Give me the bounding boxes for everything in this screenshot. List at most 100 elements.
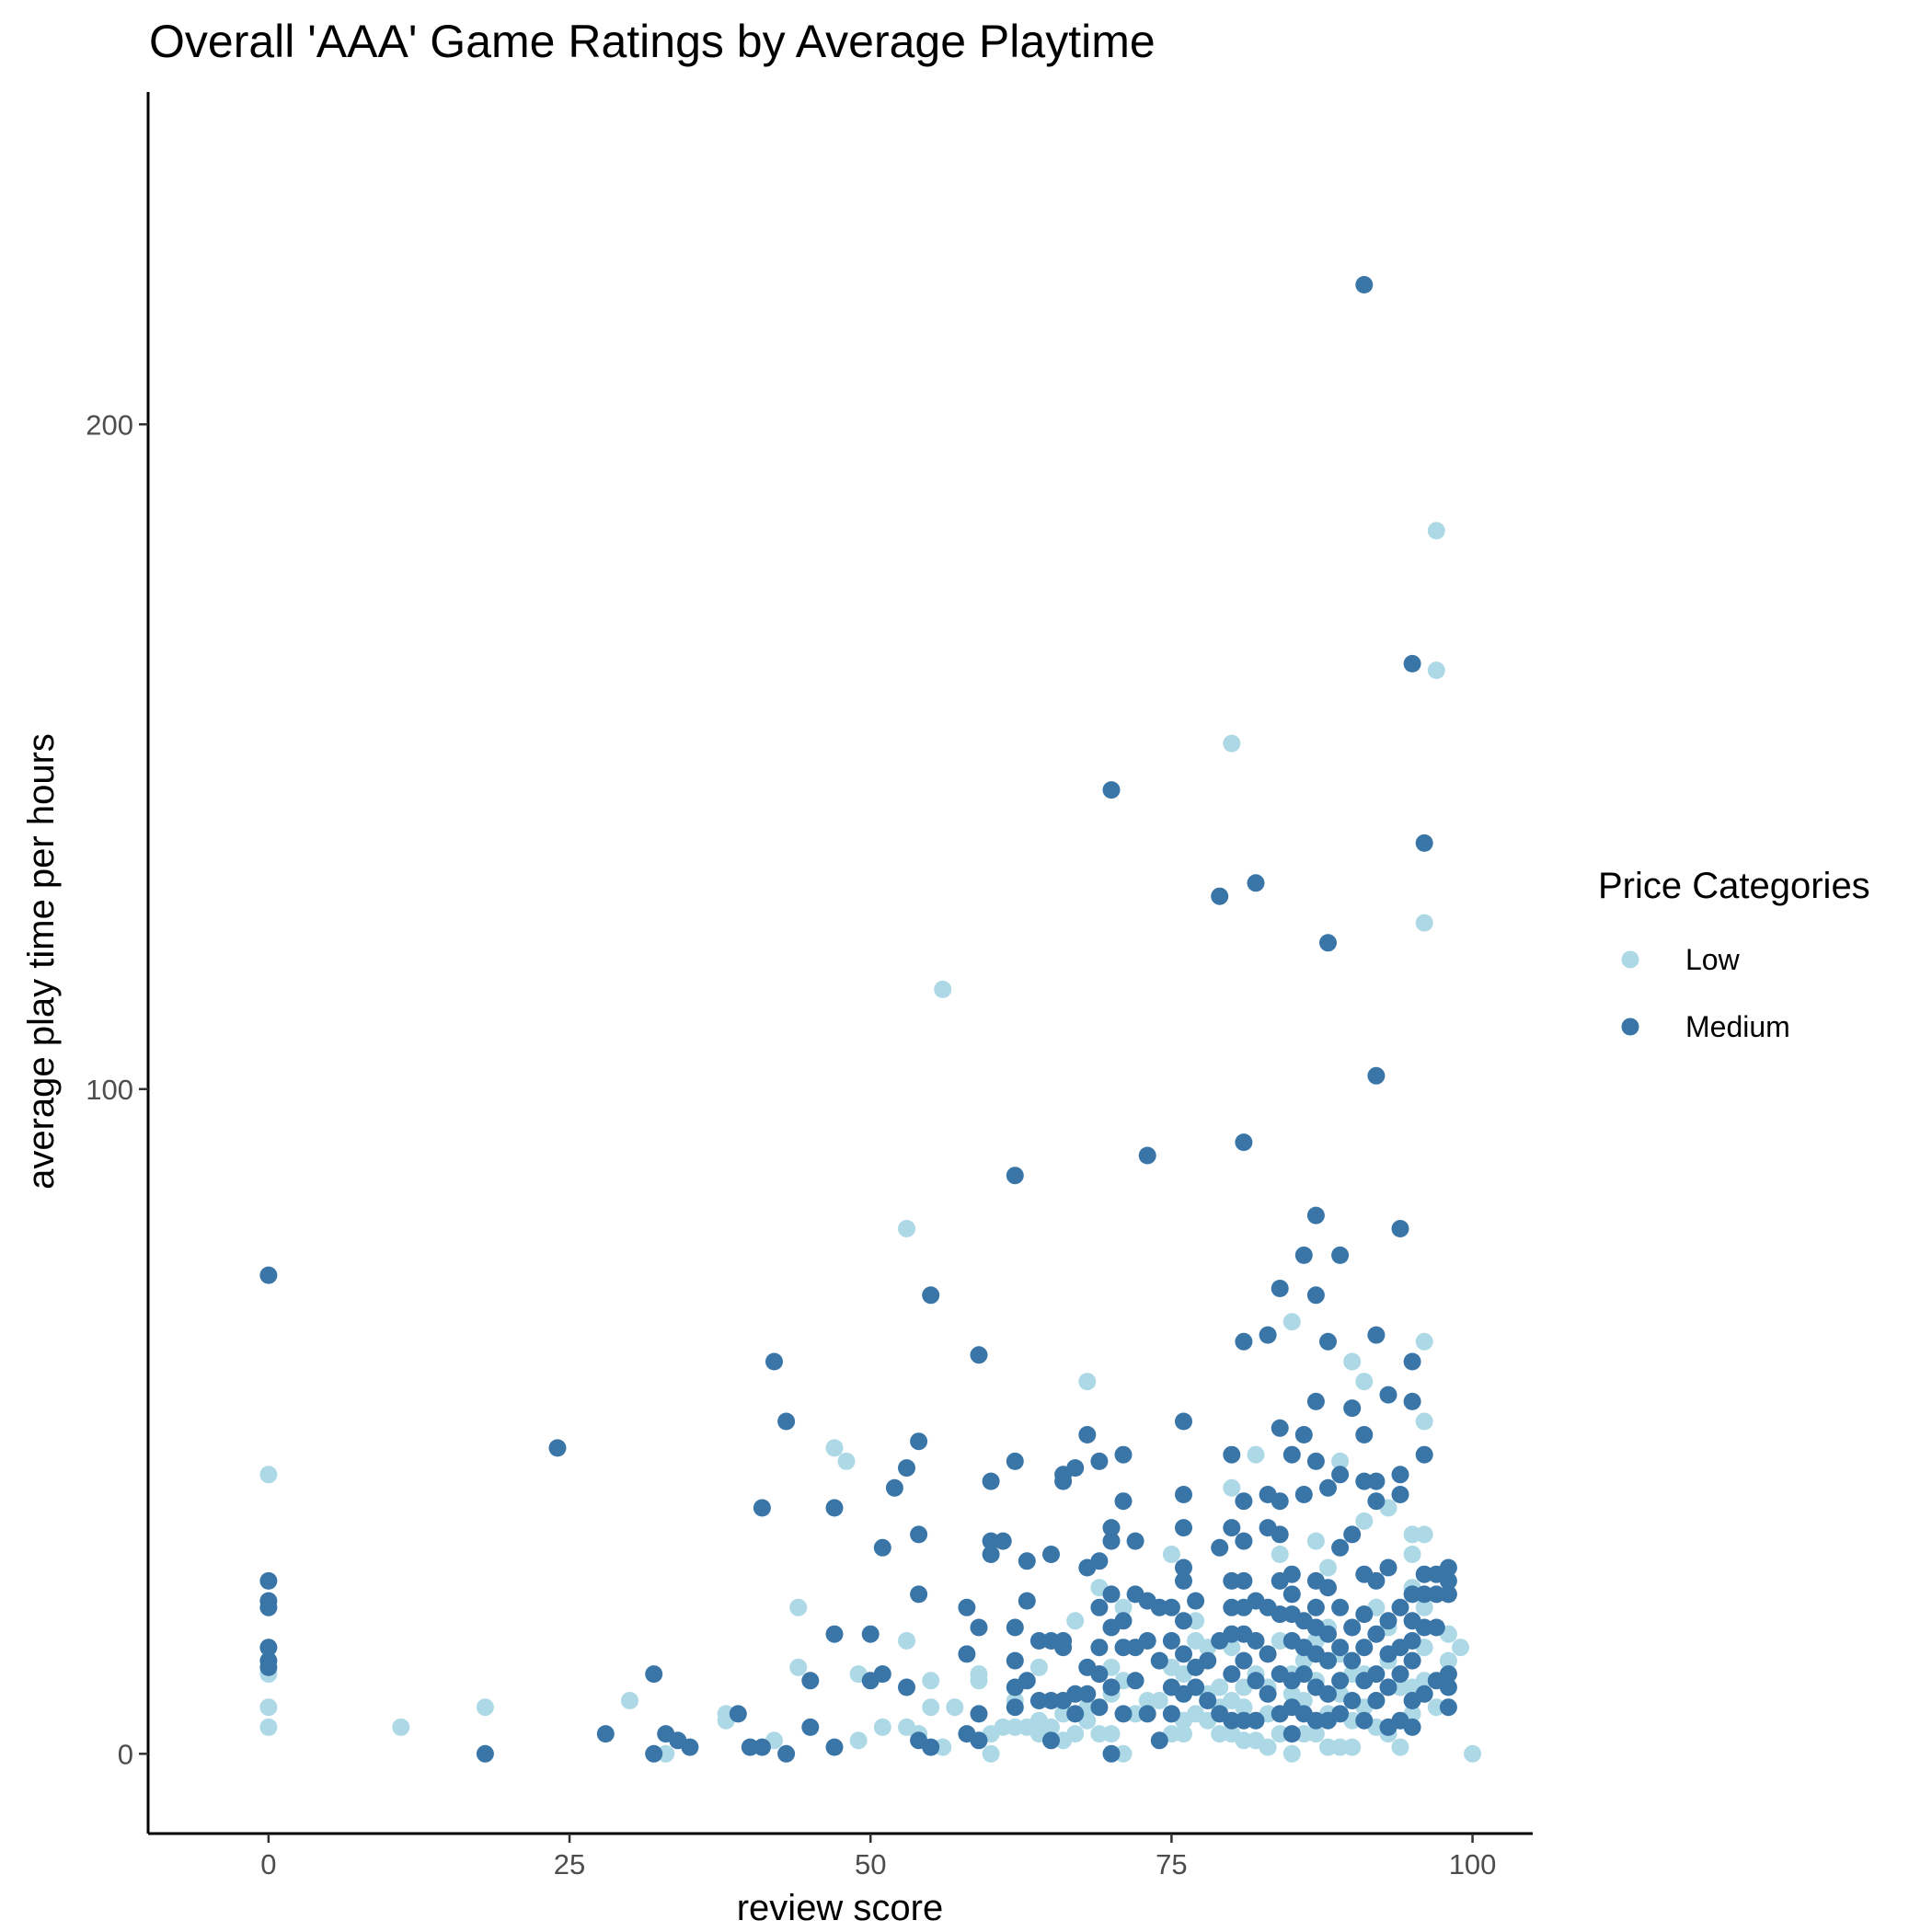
data-point <box>1042 1731 1060 1750</box>
series-medium <box>259 276 1457 1763</box>
data-point <box>1391 1220 1409 1237</box>
data-point <box>1439 1585 1457 1604</box>
y-axis-title: average play time per hours <box>21 733 62 1190</box>
data-point <box>1415 1618 1433 1637</box>
data-point <box>1090 1598 1109 1616</box>
data-point <box>1306 1725 1325 1743</box>
data-point <box>1006 1618 1024 1637</box>
data-point <box>1306 1392 1325 1410</box>
data-point <box>1415 1525 1433 1544</box>
data-point <box>1319 1625 1337 1643</box>
data-point <box>1138 1705 1156 1723</box>
data-point <box>970 1705 988 1723</box>
data-point <box>1006 1718 1024 1736</box>
data-point <box>1355 1512 1374 1530</box>
data-point <box>1054 1639 1073 1657</box>
data-point <box>1391 1466 1409 1484</box>
data-point <box>910 1525 928 1544</box>
data-point <box>789 1598 808 1616</box>
data-point <box>259 1466 278 1484</box>
data-point <box>1259 1738 1277 1756</box>
data-point <box>1102 1585 1121 1604</box>
data-point <box>1343 1692 1362 1709</box>
data-point <box>1415 1598 1433 1616</box>
data-point <box>1042 1692 1060 1709</box>
data-point <box>596 1725 615 1743</box>
data-point <box>1090 1639 1109 1657</box>
data-point <box>1391 1665 1409 1684</box>
data-point <box>873 1718 891 1736</box>
data-point <box>1162 1632 1180 1650</box>
data-point <box>958 1598 976 1616</box>
data-point <box>657 1744 675 1763</box>
data-point <box>873 1665 891 1684</box>
data-point <box>1306 1206 1325 1225</box>
data-point <box>1223 1598 1241 1616</box>
data-point <box>1211 887 1229 905</box>
data-point <box>1162 1598 1180 1616</box>
data-point <box>1282 1313 1301 1331</box>
x-tick-label: 50 <box>855 1848 886 1880</box>
series-low <box>259 522 1482 1763</box>
data-point <box>1271 1419 1289 1437</box>
data-point <box>1042 1718 1060 1736</box>
data-point <box>994 1532 1012 1550</box>
data-point <box>1319 1332 1337 1351</box>
data-point <box>1211 1725 1229 1743</box>
data-point <box>1294 1426 1313 1443</box>
data-point <box>1464 1744 1482 1763</box>
data-point <box>1282 1725 1301 1743</box>
data-point <box>1223 1625 1241 1643</box>
data-point <box>1175 1486 1192 1503</box>
data-point <box>1306 1532 1325 1550</box>
y-tick-label: 100 <box>86 1074 133 1106</box>
data-point <box>982 1744 1000 1763</box>
data-point <box>1355 1605 1374 1624</box>
data-point <box>1247 1711 1265 1730</box>
data-point <box>259 1658 278 1676</box>
data-point <box>1367 1492 1386 1511</box>
data-point <box>777 1744 796 1763</box>
data-point <box>1271 1632 1289 1650</box>
data-point <box>1415 1685 1433 1703</box>
data-point <box>994 1718 1012 1736</box>
data-point <box>753 1499 771 1517</box>
data-point <box>259 1718 278 1736</box>
data-point <box>1138 1632 1156 1650</box>
data-point <box>1078 1685 1097 1703</box>
data-point <box>1066 1459 1085 1478</box>
y-tick-label: 200 <box>86 408 133 441</box>
data-point <box>1066 1705 1085 1723</box>
y-tick-label: 0 <box>118 1738 133 1770</box>
data-point <box>1403 1718 1421 1736</box>
data-point <box>837 1452 856 1470</box>
data-point <box>898 1678 915 1696</box>
x-tick-label: 0 <box>260 1848 276 1880</box>
data-point <box>789 1658 808 1676</box>
data-point <box>910 1432 928 1451</box>
data-point <box>1415 1332 1433 1351</box>
data-point <box>1415 1412 1433 1431</box>
data-point <box>1090 1725 1109 1743</box>
data-point <box>1066 1685 1085 1703</box>
data-point <box>898 1632 915 1650</box>
data-point <box>1066 1612 1085 1630</box>
data-point <box>1367 1692 1386 1709</box>
data-point <box>1343 1618 1362 1637</box>
data-point <box>898 1220 915 1237</box>
data-point <box>1355 276 1374 293</box>
data-point <box>825 1738 844 1756</box>
data-point <box>982 1472 1000 1490</box>
data-point <box>1403 1525 1421 1544</box>
data-point <box>1319 1558 1337 1577</box>
data-point <box>1367 1625 1386 1643</box>
data-point <box>1282 1445 1301 1464</box>
data-point <box>1331 1639 1350 1657</box>
data-point <box>946 1698 964 1717</box>
data-point <box>1175 1725 1192 1743</box>
data-point <box>1150 1731 1168 1750</box>
data-point <box>741 1738 759 1756</box>
data-point <box>934 1738 952 1756</box>
data-point <box>259 1639 278 1657</box>
